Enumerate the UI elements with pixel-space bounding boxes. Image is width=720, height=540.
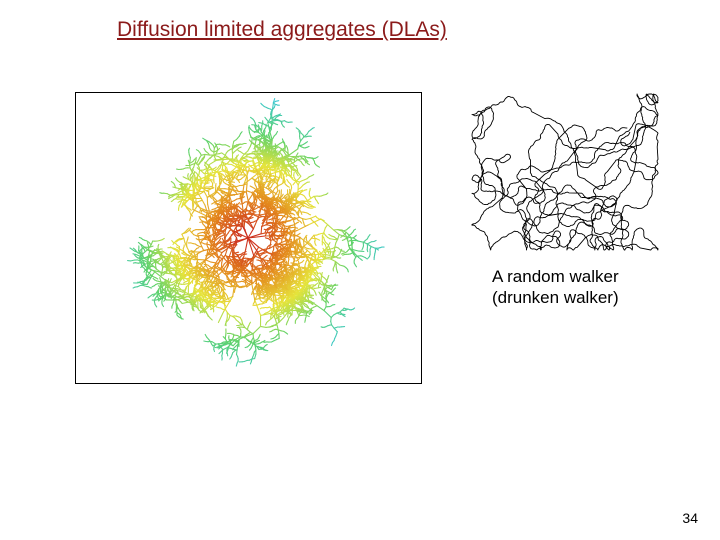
dla-fractal-figure	[75, 92, 422, 384]
caption-line2: (drunken walker)	[492, 288, 619, 307]
caption-line1: A random walker	[492, 267, 619, 286]
page-number: 34	[682, 510, 698, 526]
random-walker-figure	[470, 92, 660, 252]
page-title: Diffusion limited aggregates (DLAs)	[117, 18, 447, 42]
walker-caption: A random walker (drunken walker)	[492, 266, 619, 309]
